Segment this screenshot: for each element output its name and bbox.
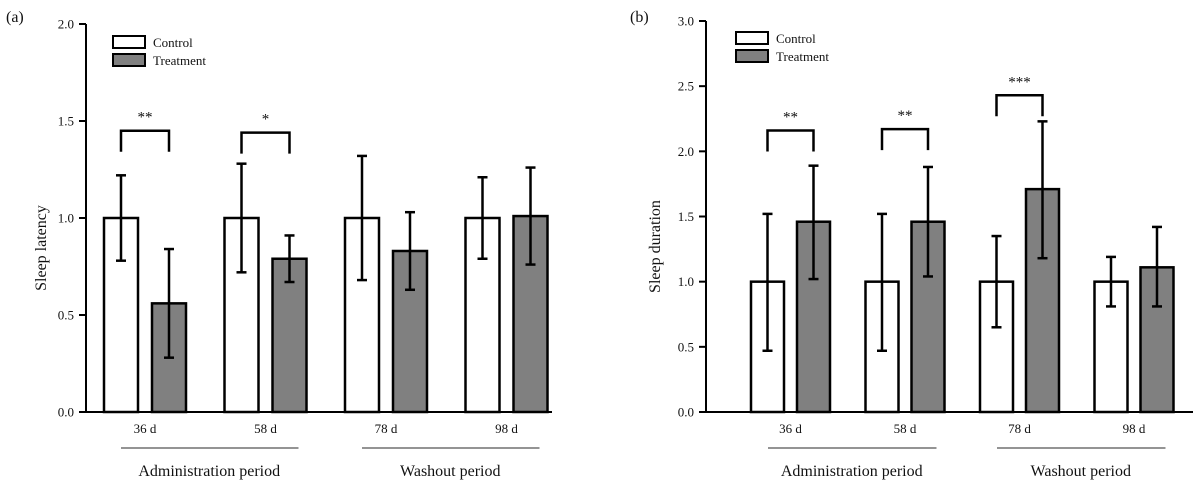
y-tick-label: 0.5 <box>58 308 74 323</box>
legend-label-control: Control <box>153 35 193 50</box>
y-tick-label: 0.0 <box>678 405 694 420</box>
group-label: Washout period <box>1031 463 1131 480</box>
significance-bracket <box>995 94 1044 117</box>
panel-b-sleep-duration-chart: (b) 0.0 0.5 1.0 1.5 2.0 2.5 3.0 Sleep duration 36… <box>630 9 1193 480</box>
panel-a-sleep-latency-chart: (a) 0.0 0.5 1.0 1.5 2.0 Sleep latency 36 d 58 d 7… <box>6 9 552 480</box>
x-category-label: 98 d <box>1123 421 1146 436</box>
y-tick-label: 1.0 <box>58 211 74 226</box>
x-category-label: 58 d <box>254 421 277 436</box>
y-tick-label: 1.5 <box>678 209 694 224</box>
legend-label-treatment: Treatment <box>776 49 829 64</box>
significance-label: *** <box>1008 74 1031 90</box>
significance-label: ** <box>898 108 913 124</box>
bar-treatment-58d <box>271 257 308 414</box>
y-axis-title: Sleep latency <box>33 205 50 291</box>
legend-label-control: Control <box>776 31 816 46</box>
x-category-label: 58 d <box>894 421 917 436</box>
significance-label: ** <box>138 110 153 126</box>
y-tick-label: 1.5 <box>58 114 74 129</box>
panel-label: (a) <box>6 9 24 26</box>
legend-swatch-control <box>112 35 146 49</box>
significance-bracket <box>766 129 815 152</box>
legend-label-treatment: Treatment <box>153 53 206 68</box>
panel-label: (b) <box>630 9 649 26</box>
x-category-label: 36 d <box>134 421 157 436</box>
group-label: Administration period <box>781 463 923 480</box>
x-category-label: 78 d <box>1008 421 1031 436</box>
significance-label: ** <box>783 109 798 125</box>
y-tick-label: 0.0 <box>58 405 74 420</box>
y-tick-label: 2.0 <box>678 144 694 159</box>
y-tick-label: 3.0 <box>678 14 694 29</box>
group-label: Administration period <box>138 463 280 480</box>
y-axis-title: Sleep duration <box>647 200 664 293</box>
legend-swatch-treatment <box>112 53 146 67</box>
significance-bracket <box>240 131 291 154</box>
y-tick-label: 0.5 <box>678 339 694 354</box>
group-label: Washout period <box>400 463 500 480</box>
x-category-label: 98 d <box>495 421 518 436</box>
x-category-label: 78 d <box>375 421 398 436</box>
significance-label: * <box>262 112 270 128</box>
significance-bracket <box>119 129 171 152</box>
x-category-label: 36 d <box>779 421 802 436</box>
legend-swatch-treatment <box>735 49 769 63</box>
y-tick-label: 2.0 <box>58 17 74 32</box>
y-tick-label: 2.5 <box>678 79 694 94</box>
significance-bracket <box>880 127 930 151</box>
legend-swatch-control <box>735 31 769 45</box>
y-tick-label: 1.0 <box>678 274 694 289</box>
